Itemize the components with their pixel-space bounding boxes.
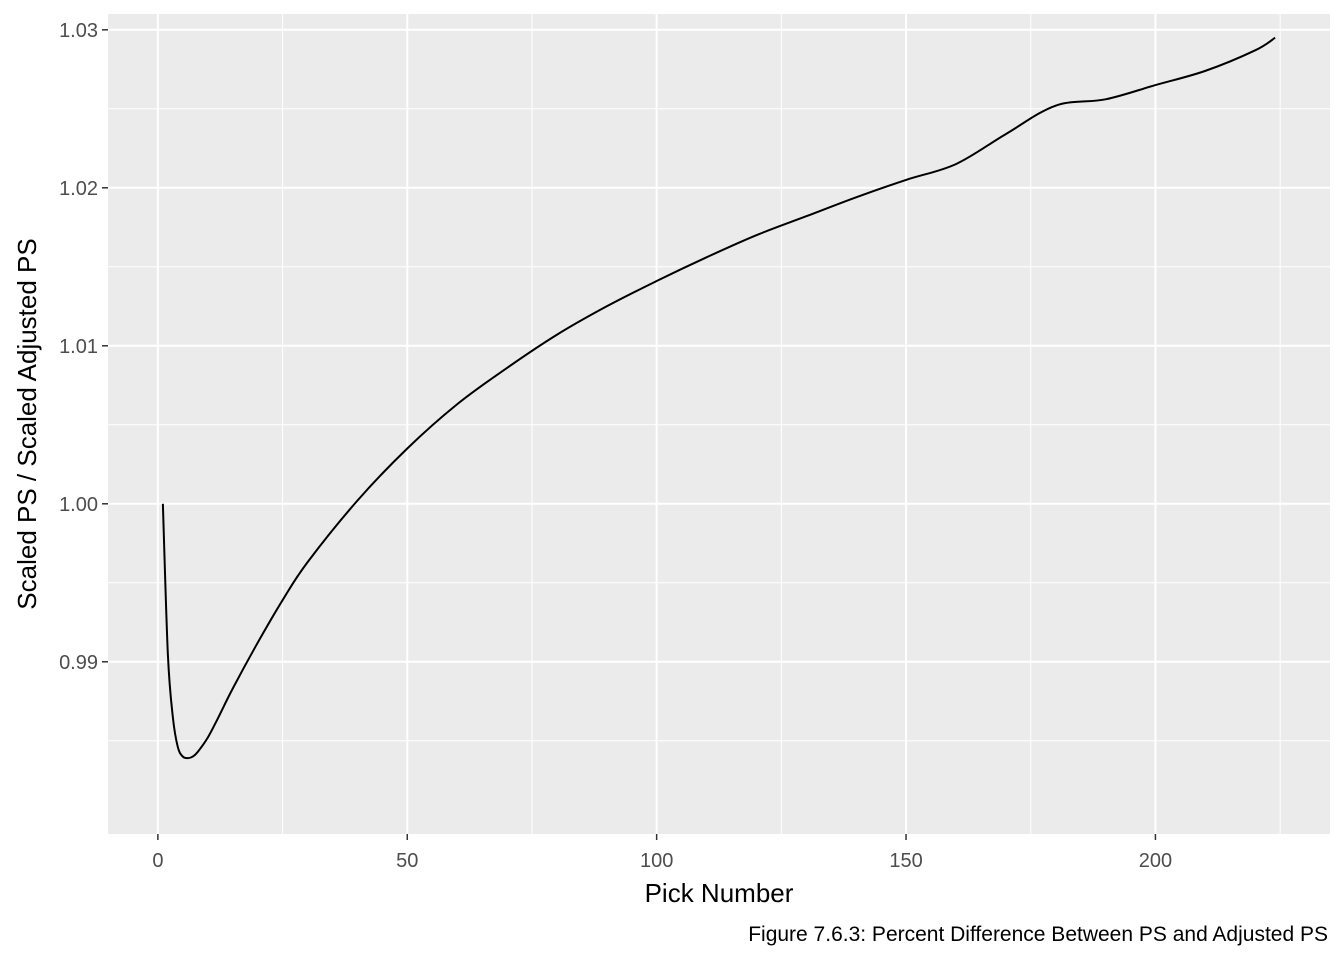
y-tick-label: 1.03 bbox=[59, 20, 98, 42]
major-gridlines bbox=[108, 14, 1330, 834]
x-tick-label: 0 bbox=[152, 850, 163, 872]
data-series bbox=[161, 36, 1276, 760]
x-axis: 0 50 100 150 200 bbox=[152, 834, 1172, 872]
y-tick-label: 1.01 bbox=[59, 336, 98, 358]
x-tick-label: 150 bbox=[889, 850, 922, 872]
figure-caption: Figure 7.6.3: Percent Difference Between… bbox=[748, 923, 1328, 946]
y-tick-label: 1.02 bbox=[59, 178, 98, 200]
x-tick-label: 200 bbox=[1139, 850, 1172, 872]
plot-panel bbox=[108, 14, 1330, 834]
y-axis-title: Scaled PS / Scaled Adjusted PS bbox=[12, 238, 42, 609]
x-tick-label: 100 bbox=[640, 850, 673, 872]
x-axis-title: Pick Number bbox=[645, 878, 794, 908]
y-axis: 0.99 1.00 1.01 1.02 1.03 bbox=[59, 20, 108, 674]
y-tick-label: 0.99 bbox=[59, 652, 98, 674]
minor-gridlines bbox=[108, 14, 1330, 834]
x-tick-label: 50 bbox=[396, 850, 418, 872]
y-tick-label: 1.00 bbox=[59, 494, 98, 516]
series-line bbox=[161, 36, 1276, 760]
